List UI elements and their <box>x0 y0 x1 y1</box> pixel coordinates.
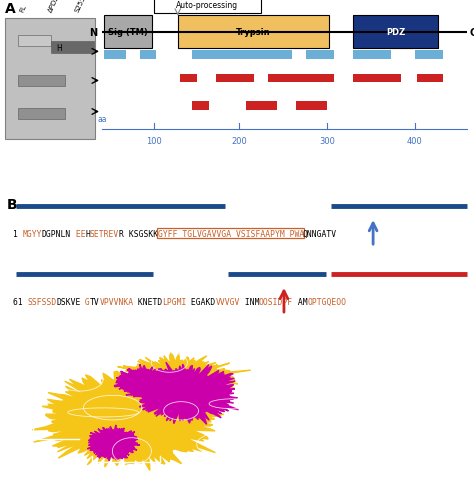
Text: N: N <box>89 28 97 38</box>
Text: 200: 200 <box>231 136 247 145</box>
Text: N terminus: N terminus <box>89 466 138 475</box>
Bar <box>353 75 401 83</box>
Bar <box>18 76 65 87</box>
Bar <box>51 42 94 54</box>
Bar <box>246 102 277 110</box>
Text: GYFF TGLVGAVVGA VSISFAAPYM PWA: GYFF TGLVGAVVGA VSISFAAPYM PWA <box>157 229 304 239</box>
Polygon shape <box>114 364 176 400</box>
Text: Auto-processing: Auto-processing <box>176 1 238 10</box>
Polygon shape <box>126 363 238 424</box>
Text: B: B <box>7 197 18 212</box>
Bar <box>296 102 327 110</box>
Bar <box>180 75 197 83</box>
Text: C: C <box>14 342 24 356</box>
Polygon shape <box>32 371 224 470</box>
Text: DSKVE: DSKVE <box>56 297 81 306</box>
Text: 400: 400 <box>407 136 423 145</box>
Text: PDZ: PDZ <box>386 29 405 37</box>
Text: OOSIDPF: OOSIDPF <box>259 297 293 306</box>
Text: 61: 61 <box>13 297 27 306</box>
Text: 1: 1 <box>13 229 22 239</box>
Text: SSFSSD: SSFSSD <box>27 297 56 306</box>
Bar <box>140 51 156 60</box>
Text: DGPNLN: DGPNLN <box>42 229 71 239</box>
Bar <box>18 108 65 120</box>
Text: PDZ Domain: PDZ Domain <box>172 338 228 347</box>
Text: A: A <box>5 2 16 16</box>
Polygon shape <box>118 353 251 404</box>
Text: KSGSKK: KSGSKK <box>124 229 158 239</box>
Bar <box>5 19 95 139</box>
Bar <box>353 16 438 49</box>
Bar <box>216 75 254 83</box>
Bar <box>268 75 334 83</box>
Text: aa: aa <box>97 115 107 124</box>
Text: S255A: S255A <box>73 0 88 14</box>
Text: FL: FL <box>19 4 27 14</box>
Text: G: G <box>80 297 90 306</box>
Text: QNNGATV: QNNGATV <box>302 229 337 239</box>
Text: KNETD: KNETD <box>133 297 163 306</box>
Text: 100: 100 <box>146 136 162 145</box>
FancyBboxPatch shape <box>154 0 261 14</box>
Text: H: H <box>85 229 90 239</box>
Text: EGAKD: EGAKD <box>186 297 216 306</box>
Text: ΔPDZ: ΔPDZ <box>47 0 61 14</box>
Text: MGYY: MGYY <box>22 229 42 239</box>
Text: TV: TV <box>90 297 100 306</box>
Text: LPGMI: LPGMI <box>162 297 187 306</box>
Text: SETREV: SETREV <box>90 229 119 239</box>
Bar <box>417 75 443 83</box>
Text: C: C <box>469 28 474 38</box>
Text: Sig (TM): Sig (TM) <box>108 29 148 37</box>
Text: 300: 300 <box>319 136 335 145</box>
Polygon shape <box>87 425 140 461</box>
Bar <box>104 16 152 49</box>
Text: VVVGV: VVVGV <box>215 297 240 306</box>
Text: Trypsin: Trypsin <box>236 29 271 37</box>
Text: H: H <box>56 44 62 53</box>
Bar <box>178 16 329 49</box>
Text: OPTGQEOO: OPTGQEOO <box>307 297 346 306</box>
Bar <box>104 51 126 60</box>
Text: EE: EE <box>71 229 85 239</box>
Bar <box>415 51 443 60</box>
Bar <box>192 102 209 110</box>
Bar <box>192 51 292 60</box>
Text: INM: INM <box>239 297 259 306</box>
Text: Protease Domain: Protease Domain <box>22 340 43 412</box>
Bar <box>306 51 334 60</box>
Bar <box>18 36 51 46</box>
Bar <box>353 51 391 60</box>
Text: AM: AM <box>292 297 307 306</box>
Text: R: R <box>119 229 124 239</box>
Text: VPVVNKA: VPVVNKA <box>100 297 134 306</box>
